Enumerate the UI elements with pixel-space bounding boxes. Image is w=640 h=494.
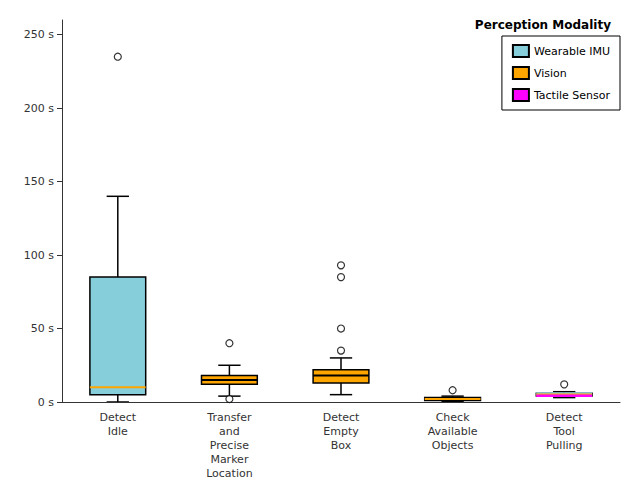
svg-text:0 s: 0 s: [38, 396, 54, 409]
svg-text:50 s: 50 s: [31, 322, 54, 335]
svg-text:Check: Check: [436, 411, 470, 424]
svg-text:Detect: Detect: [546, 411, 583, 424]
svg-text:Marker: Marker: [210, 453, 248, 466]
svg-text:Location: Location: [206, 467, 253, 480]
svg-text:Wearable IMU: Wearable IMU: [534, 45, 610, 58]
svg-text:Transfer: Transfer: [206, 411, 252, 424]
svg-text:150 s: 150 s: [24, 175, 54, 188]
svg-text:Objects: Objects: [432, 439, 474, 452]
svg-text:200 s: 200 s: [24, 102, 54, 115]
svg-text:Available: Available: [428, 425, 478, 438]
svg-text:Idle: Idle: [108, 425, 128, 438]
svg-text:Tool: Tool: [553, 425, 575, 438]
svg-text:Perception Modality: Perception Modality: [475, 18, 611, 32]
svg-text:Vision: Vision: [534, 67, 567, 80]
svg-text:250 s: 250 s: [24, 28, 54, 41]
svg-text:Empty: Empty: [323, 425, 359, 438]
svg-text:100 s: 100 s: [24, 249, 54, 262]
svg-text:Box: Box: [331, 439, 352, 452]
svg-text:Pulling: Pulling: [546, 439, 583, 452]
svg-text:and: and: [219, 425, 240, 438]
svg-text:Tactile Sensor: Tactile Sensor: [533, 89, 611, 102]
svg-text:Detect: Detect: [99, 411, 136, 424]
svg-text:Detect: Detect: [323, 411, 360, 424]
svg-text:Precise: Precise: [210, 439, 249, 452]
